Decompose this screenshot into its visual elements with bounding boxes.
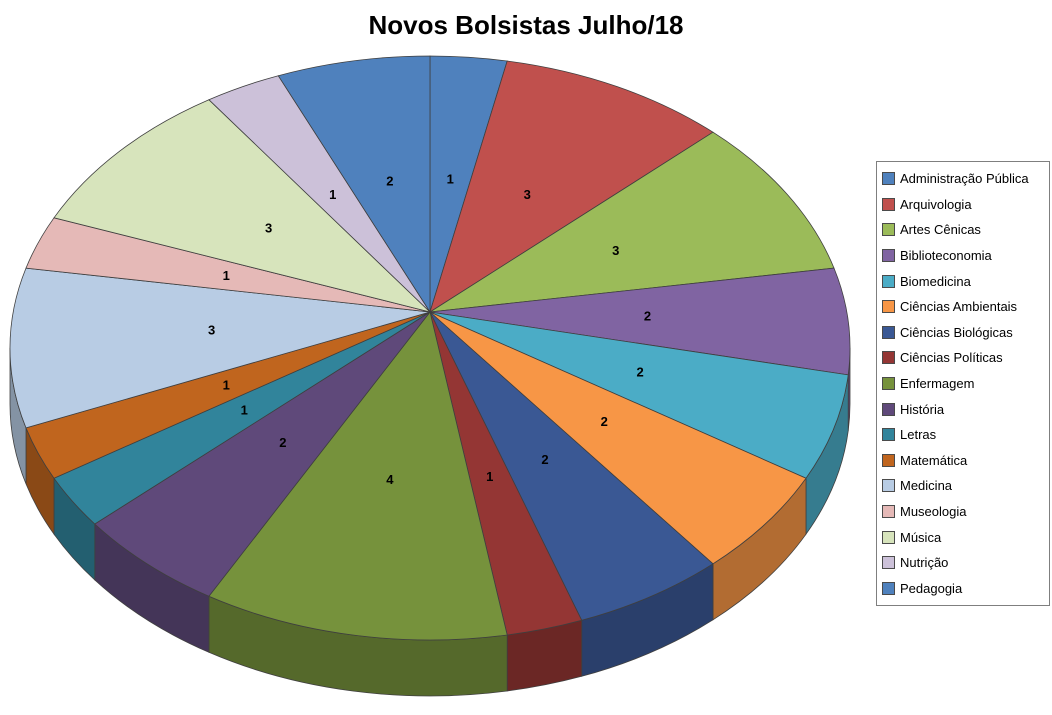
legend-swatch — [882, 223, 895, 237]
legend-swatch — [882, 351, 895, 365]
legend: Administração Pública Arquivologia Artes C… — [876, 161, 1050, 607]
legend-label: Pedagogia — [900, 580, 963, 596]
pie-slice — [429, 131, 835, 313]
legend-label: Ciências Biológicas — [900, 324, 1013, 340]
legend-label: Medicina — [900, 478, 953, 494]
pie-slice — [429, 60, 714, 313]
legend-swatch — [882, 377, 895, 391]
legend-item: Pedagogia — [882, 576, 1044, 602]
legend-swatch — [882, 530, 895, 544]
slice-value-label: 2 — [386, 174, 393, 189]
slice-value-label: 3 — [208, 323, 215, 338]
legend-label: Letras — [900, 427, 937, 443]
pie-slice — [94, 311, 431, 597]
legend-label: Artes Cênicas — [900, 222, 981, 238]
pie-slice — [208, 311, 508, 641]
legend-label: Museologia — [900, 504, 967, 520]
slice-value-label: 3 — [524, 187, 531, 202]
legend-item: Artes Cênicas — [882, 217, 1044, 243]
legend-item: Ciências Ambientais — [882, 294, 1044, 320]
legend-swatch — [882, 479, 895, 493]
legend-item: Nutrição — [882, 550, 1044, 576]
legend-label: Enfermagem — [900, 376, 975, 392]
slice-value-label: 1 — [447, 172, 454, 187]
legend-item: Biomedicina — [882, 268, 1044, 294]
pie-slice — [277, 55, 431, 314]
chart-title: Novos Bolsistas Julho/18 — [368, 10, 684, 40]
slice-value-label: 2 — [279, 435, 286, 450]
slice-value-label: 2 — [541, 452, 548, 467]
legend-item: Ciências Biológicas — [882, 320, 1044, 346]
legend-items: Administração Pública Arquivologia Artes C… — [882, 166, 1044, 601]
slice-value-label: 1 — [241, 403, 248, 418]
legend-label: Administração Pública — [900, 171, 1029, 187]
legend-swatch — [882, 172, 895, 186]
legend-swatch — [882, 325, 895, 339]
legend-label: Nutrição — [900, 555, 949, 571]
legend-swatch — [882, 402, 895, 416]
legend-swatch — [882, 197, 895, 211]
legend-swatch — [882, 453, 895, 467]
legend-label: Ciências Políticas — [900, 350, 1003, 366]
legend-item: Ciências Políticas — [882, 345, 1044, 371]
pie-slice — [429, 311, 714, 621]
legend-item: Biblioteconomia — [882, 243, 1044, 269]
legend-item: História — [882, 396, 1044, 422]
legend-swatch — [882, 300, 895, 314]
legend-swatch — [882, 556, 895, 570]
legend-label: Música — [900, 529, 942, 545]
legend-item: Letras — [882, 422, 1044, 448]
slice-value-label: 1 — [486, 469, 493, 484]
legend-label: Ciências Ambientais — [900, 299, 1018, 315]
legend-swatch — [882, 274, 895, 288]
legend-swatch — [882, 428, 895, 442]
legend-item: Arquivologia — [882, 192, 1044, 218]
legend-item: Medicina — [882, 473, 1044, 499]
legend-item: Museologia — [882, 499, 1044, 525]
slice-value-label: 2 — [636, 364, 643, 379]
legend-item: Administração Pública — [882, 166, 1044, 192]
pie-slice — [9, 267, 431, 429]
legend-swatch — [882, 505, 895, 519]
slice-value-label: 2 — [601, 414, 608, 429]
legend-swatch — [882, 581, 895, 595]
legend-item: Música — [882, 524, 1044, 550]
legend-label: História — [900, 401, 945, 417]
legend-label: Biblioteconomia — [900, 248, 992, 264]
pie-slice — [429, 311, 849, 479]
slice-value-label: 3 — [612, 243, 619, 258]
slice-value-label: 4 — [386, 472, 394, 487]
pie-slice — [53, 99, 432, 313]
pie-slice — [429, 311, 807, 565]
pie-slice — [429, 267, 851, 376]
legend-label: Biomedicina — [900, 273, 971, 289]
slice-value-label: 2 — [644, 309, 651, 324]
legend-item: Enfermagem — [882, 371, 1044, 397]
slice-value-label: 1 — [223, 378, 230, 393]
legend-swatch — [882, 249, 895, 263]
legend-label: Arquivologia — [900, 196, 972, 212]
slice-value-label: 3 — [265, 220, 272, 235]
slice-value-label: 1 — [223, 268, 230, 283]
legend-item: Matemática — [882, 448, 1044, 474]
legend-label: Matemática — [900, 452, 968, 468]
slice-value-label: 1 — [329, 187, 336, 202]
